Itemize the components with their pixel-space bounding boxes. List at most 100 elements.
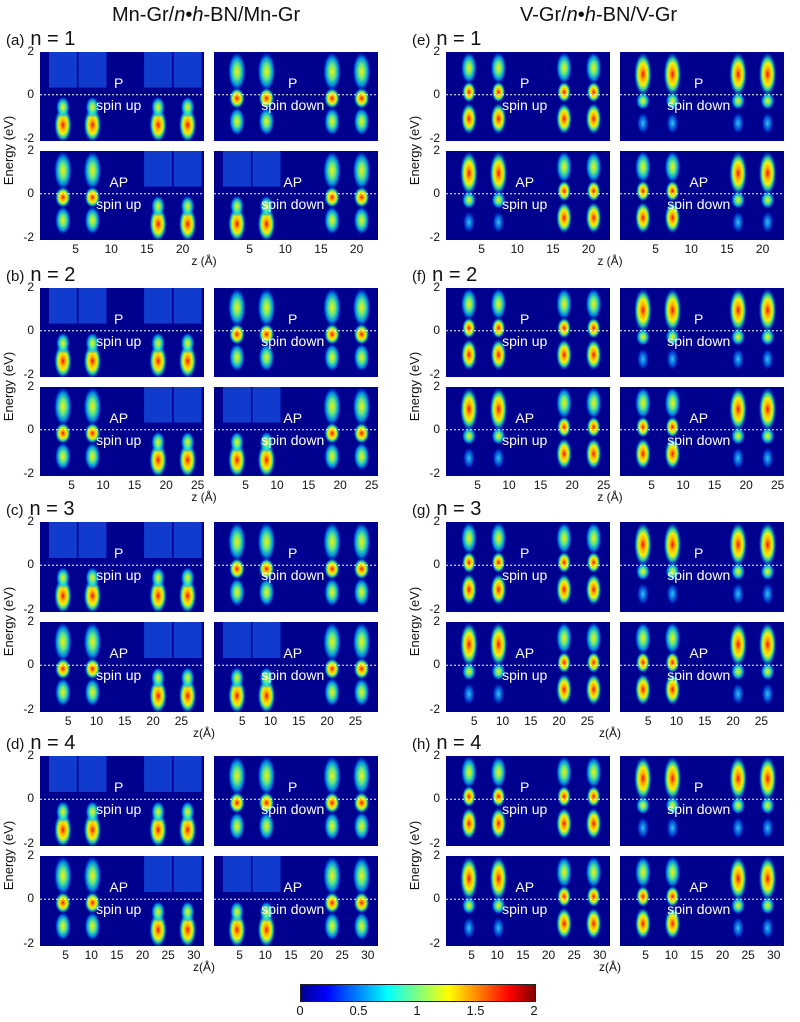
y-tick: 0 bbox=[433, 322, 440, 337]
panel-config-label: P bbox=[114, 310, 124, 327]
x-tick: 15 bbox=[110, 948, 124, 962]
x-tick: 20 bbox=[146, 714, 160, 728]
x-tick: 15 bbox=[698, 714, 712, 728]
x-tick: 15 bbox=[707, 478, 722, 492]
x-tick: 25 bbox=[771, 478, 785, 492]
y-tick: -2 bbox=[23, 230, 34, 245]
x-tick: 5 bbox=[652, 242, 659, 256]
x-tick: 30 bbox=[767, 948, 781, 962]
panel-config-label: P bbox=[114, 779, 124, 796]
panel-spin-label: spin up bbox=[96, 332, 142, 349]
panel-spin-label: spin down bbox=[261, 431, 325, 448]
x-tick: 30 bbox=[361, 948, 375, 962]
y-tick: 2 bbox=[27, 514, 34, 528]
x-tick: 15 bbox=[284, 948, 298, 962]
y-tick: 2 bbox=[433, 614, 440, 628]
y-tick: -2 bbox=[23, 702, 34, 717]
x-axis-label: z(Å) bbox=[193, 726, 215, 740]
x-tick: 5 bbox=[246, 242, 253, 256]
panel-config-label: AP bbox=[689, 409, 709, 426]
panel-config-label: AP bbox=[109, 879, 129, 896]
panel-spin-label: spin up bbox=[96, 667, 142, 684]
x-tick: 15 bbox=[314, 242, 328, 256]
panel-spin-label: spin up bbox=[502, 332, 548, 349]
x-tick: 5 bbox=[468, 948, 475, 962]
panel-spin-label: spin up bbox=[96, 567, 142, 584]
x-tick: 10 bbox=[510, 242, 524, 256]
x-tick: 5 bbox=[242, 478, 249, 492]
panel-config-label: AP bbox=[515, 645, 535, 662]
panel-spin-label: spin up bbox=[502, 431, 548, 448]
heatmap-panel-ap-up: AP spin up bbox=[40, 151, 204, 240]
x-axis-label: z(Å) bbox=[599, 726, 621, 740]
colorbar-tick: 1.5 bbox=[466, 1003, 485, 1018]
x-tick: 15 bbox=[516, 948, 530, 962]
y-tick: -2 bbox=[429, 836, 440, 851]
panel-tag: (e) bbox=[412, 32, 431, 49]
x-axis-label: z(Å) bbox=[599, 960, 621, 974]
x-tick: 25 bbox=[335, 948, 349, 962]
panel-spin-label: spin down bbox=[261, 567, 325, 584]
x-axis-label: z (Å) bbox=[191, 490, 217, 504]
y-tick: -2 bbox=[23, 131, 34, 146]
y-tick: 2 bbox=[27, 44, 34, 58]
x-tick: 15 bbox=[140, 242, 154, 256]
x-axis-label: z (Å) bbox=[191, 254, 217, 268]
y-tick: -2 bbox=[429, 702, 440, 717]
panel-spin-label: spin down bbox=[667, 667, 731, 684]
y-tick: 2 bbox=[433, 280, 440, 294]
panel-spin-label: spin up bbox=[502, 801, 548, 818]
x-tick: 20 bbox=[309, 948, 324, 962]
x-axis-label: z (Å) bbox=[597, 254, 623, 268]
panel-config-label: P bbox=[520, 779, 530, 796]
x-tick: 15 bbox=[524, 714, 538, 728]
x-tick: 10 bbox=[490, 948, 504, 962]
layer-count: n = 4 bbox=[30, 732, 76, 754]
panel-config-label: P bbox=[288, 779, 298, 796]
y-tick: 0 bbox=[27, 421, 34, 436]
panel-tag: (a) bbox=[6, 32, 25, 49]
x-tick: 25 bbox=[597, 478, 611, 492]
panel-spin-label: spin down bbox=[261, 901, 325, 918]
panel-spin-label: spin down bbox=[261, 96, 325, 113]
y-tick: -2 bbox=[23, 367, 34, 382]
x-tick: 15 bbox=[690, 948, 704, 962]
x-tick: 5 bbox=[642, 948, 649, 962]
x-tick: 15 bbox=[546, 242, 560, 256]
y-tick: 2 bbox=[27, 614, 34, 628]
panel-config-label: AP bbox=[689, 879, 709, 896]
y-tick: 2 bbox=[433, 514, 440, 528]
system-label: (c) n = 3 bbox=[6, 498, 75, 521]
x-tick: 10 bbox=[96, 478, 110, 492]
panel-config-label: AP bbox=[283, 879, 303, 896]
y-tick: -2 bbox=[429, 466, 440, 481]
x-tick: 20 bbox=[726, 714, 740, 728]
x-tick: 25 bbox=[174, 714, 189, 728]
y-tick: 2 bbox=[27, 280, 34, 294]
panel-spin-label: spin up bbox=[96, 96, 142, 113]
heatmap-panel-ap-down: AP spin down bbox=[620, 856, 784, 946]
heatmap-panel-ap-up: AP spin up bbox=[446, 387, 610, 476]
x-tick: 25 bbox=[161, 948, 175, 962]
y-tick: 2 bbox=[27, 143, 34, 157]
x-tick: 20 bbox=[159, 478, 173, 492]
panel-config-label: AP bbox=[689, 645, 709, 662]
panel-config-label: P bbox=[694, 779, 704, 796]
x-tick: 10 bbox=[669, 714, 684, 728]
colorbar-tick: 0.5 bbox=[349, 1003, 368, 1018]
panel-spin-label: spin up bbox=[502, 96, 548, 113]
y-tick: -2 bbox=[429, 131, 440, 146]
colorbar bbox=[300, 984, 536, 1002]
y-tick: 0 bbox=[27, 557, 34, 572]
x-tick: 25 bbox=[348, 714, 363, 728]
y-tick: 0 bbox=[433, 657, 440, 672]
heatmap-panel-ap-down: AP spin down bbox=[214, 622, 378, 712]
system-label: (d) n = 4 bbox=[6, 732, 75, 755]
panel-spin-label: spin up bbox=[502, 195, 548, 212]
